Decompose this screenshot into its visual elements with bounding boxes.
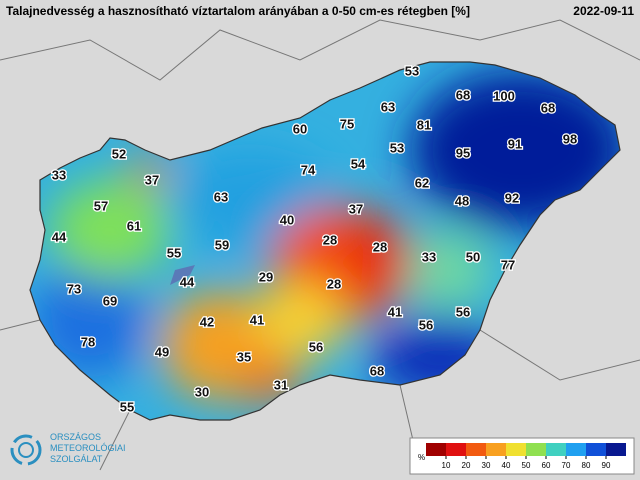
colorbar-tick-label: 40	[502, 461, 511, 470]
colorbar-tick-label: 30	[482, 461, 491, 470]
station-value: 31	[274, 377, 288, 392]
station-value: 73	[67, 281, 81, 296]
station-value: 37	[145, 172, 159, 187]
colorbar-segment	[466, 443, 486, 456]
colorbar-tick-label: 50	[522, 461, 531, 470]
station-value: 56	[419, 317, 433, 332]
station-value: 30	[195, 384, 209, 399]
station-value: 28	[327, 276, 341, 291]
station-value: 92	[505, 190, 519, 205]
station-value: 75	[340, 116, 354, 131]
colorbar-unit: %	[418, 453, 425, 462]
station-value: 98	[563, 131, 577, 146]
station-value: 48	[455, 193, 469, 208]
station-value: 44	[52, 229, 67, 244]
station-value: 52	[112, 146, 126, 161]
colorbar-tick-label: 60	[542, 461, 551, 470]
station-value: 28	[373, 239, 387, 254]
colorbar-segment	[586, 443, 606, 456]
colorbar-segment	[546, 443, 566, 456]
station-value: 57	[94, 198, 108, 213]
logo-text: SZOLGÁLAT	[50, 454, 103, 464]
logo-text: METEOROLÓGIAI	[50, 443, 126, 453]
station-value: 33	[422, 249, 436, 264]
colorbar-segment	[606, 443, 626, 456]
station-value: 68	[541, 100, 555, 115]
colorbar-segment	[426, 443, 446, 456]
station-value: 100	[493, 88, 515, 103]
station-value: 40	[280, 212, 294, 227]
station-value: 69	[103, 293, 117, 308]
station-value: 77	[501, 257, 515, 272]
colorbar-tick-label: 90	[602, 461, 611, 470]
station-value: 56	[309, 339, 323, 354]
station-value: 28	[323, 232, 337, 247]
station-value: 81	[417, 117, 431, 132]
station-value: 74	[301, 162, 316, 177]
colorbar-segment	[506, 443, 526, 456]
colorbar: 10 20 30 40 50 60 70 80 90	[426, 443, 626, 470]
colorbar-segment	[566, 443, 586, 456]
station-value: 63	[214, 189, 228, 204]
station-value: 49	[155, 344, 169, 359]
station-value: 55	[167, 245, 181, 260]
colorbar-tick-label: 70	[562, 461, 571, 470]
colorbar-tick-label: 20	[462, 461, 471, 470]
station-value: 59	[215, 237, 229, 252]
station-value: 29	[259, 269, 273, 284]
station-value: 50	[466, 249, 480, 264]
colorbar-tick-label: 80	[582, 461, 591, 470]
station-value: 44	[180, 274, 195, 289]
station-value: 35	[237, 349, 251, 364]
station-value: 61	[127, 218, 141, 233]
station-value: 53	[390, 140, 404, 155]
station-value: 55	[120, 399, 134, 414]
station-value: 91	[508, 136, 522, 151]
station-value: 56	[456, 304, 470, 319]
borders	[0, 19, 640, 471]
station-value: 68	[370, 363, 384, 378]
station-labels: 53 68 100 68 63 75 81 60 95 91 98 53 52 54 74 33 37 62 48 9…	[51, 62, 579, 416]
logo-text: ORSZÁGOS	[50, 432, 101, 442]
station-value: 60	[293, 121, 307, 136]
station-value: 42	[200, 314, 214, 329]
station-value: 62	[415, 175, 429, 190]
station-value: 37	[349, 201, 363, 216]
station-value: 41	[388, 304, 402, 319]
station-value: 68	[456, 87, 470, 102]
station-value: 53	[405, 63, 419, 78]
station-value: 63	[381, 99, 395, 114]
station-value: 54	[351, 156, 366, 171]
title: Talajnedvesség a hasznosítható víztartal…	[6, 4, 470, 18]
colorbar-segment	[446, 443, 466, 456]
station-value: 41	[250, 312, 264, 327]
station-value: 33	[52, 167, 66, 182]
colorbar-segment	[526, 443, 546, 456]
logo: ORSZÁGOS METEOROLÓGIAI SZOLGÁLAT	[10, 432, 126, 466]
colorbar-segment	[486, 443, 506, 456]
date: 2022-09-11	[573, 4, 634, 18]
station-value: 78	[81, 334, 95, 349]
station-value: 95	[456, 145, 470, 160]
colorbar-tick-label: 10	[442, 461, 451, 470]
